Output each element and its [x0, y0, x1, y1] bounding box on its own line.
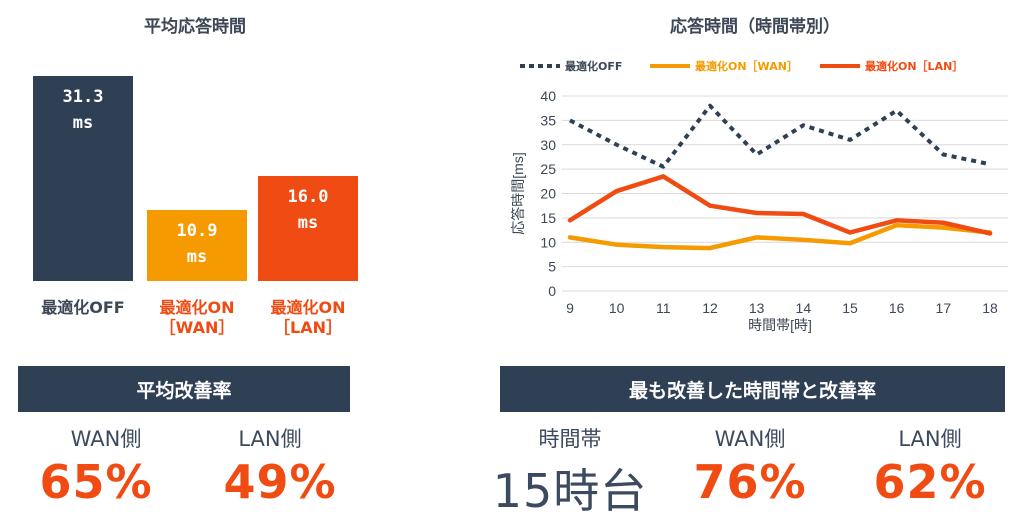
x-tick-label: 17	[936, 300, 952, 316]
x-tick-label: 10	[609, 300, 625, 316]
y-tick-label: 10	[540, 234, 556, 250]
y-tick-label: 5	[548, 259, 556, 275]
best-wan-value: 76%	[693, 455, 807, 509]
x-tick-label: 15	[842, 300, 858, 316]
bar: 31.3 ms	[33, 76, 133, 281]
legend-label: 最適化OFF	[565, 59, 622, 73]
bar-category-label: 最適化ON ［WAN］	[159, 298, 235, 337]
bar-value-label: 10.9 ms	[176, 220, 218, 267]
x-tick-label: 9	[566, 300, 574, 316]
bar-chart-title: 平均応答時間	[144, 17, 246, 37]
line-chart: 0 5 10 15 20 25 30 35 40 9 10 11 12 13 14 15 16 17 18 時間帯[時…	[510, 59, 1008, 333]
series-line	[567, 222, 993, 251]
bar-value-label: 31.3 ms	[62, 87, 104, 133]
bar: 10.9 ms	[147, 209, 247, 281]
x-tick-label: 11	[656, 300, 671, 316]
x-tick-label: 16	[889, 300, 905, 316]
average-improvement-banner: 平均改善率	[18, 366, 350, 412]
best-lan-value: 62%	[873, 455, 987, 509]
x-axis-title: 時間帯[時]	[748, 317, 812, 333]
y-tick-label: 25	[540, 161, 556, 177]
y-tick-label: 20	[540, 186, 556, 202]
x-tick-label: 14	[796, 300, 812, 316]
y-tick-label: 40	[540, 88, 556, 104]
series-line	[567, 174, 993, 236]
series-line	[569, 103, 991, 169]
y-tick-label: 0	[548, 283, 556, 299]
legend-label: 最適化ON［LAN］	[865, 59, 963, 73]
bar-category-label: 最適化ON ［LAN］	[270, 298, 346, 337]
y-tick-label: 15	[540, 210, 556, 226]
bar: 16.0 ms	[258, 176, 358, 281]
y-tick-label: 30	[540, 137, 556, 153]
best-lan-label: LAN側	[898, 427, 962, 451]
line-chart-title: 応答時間（時間帯別）	[670, 17, 840, 37]
best-wan-label: WAN側	[714, 427, 786, 451]
bar-value-label: 16.0 ms	[287, 187, 329, 234]
x-tick-label: 12	[702, 300, 718, 316]
x-tick-label: 13	[749, 300, 765, 316]
lan-side-label: LAN側	[238, 427, 302, 451]
bar-category-label: 最適化OFF	[41, 298, 125, 317]
y-axis-title: 応答時間[ms]	[510, 152, 526, 234]
y-tick-label: 35	[540, 112, 556, 128]
timeslot-label: 時間帯	[538, 427, 602, 451]
wan-improvement-value: 65%	[39, 455, 153, 509]
lan-improvement-value: 49%	[223, 455, 337, 509]
wan-side-label: WAN側	[70, 427, 142, 451]
x-tick-label: 18	[982, 300, 998, 316]
legend-label: 最適化ON［WAN］	[695, 59, 798, 73]
best-timeslot-value: 15時台	[492, 464, 648, 518]
best-timeslot-banner: 最も改善した時間帯と改善率	[500, 366, 1005, 412]
